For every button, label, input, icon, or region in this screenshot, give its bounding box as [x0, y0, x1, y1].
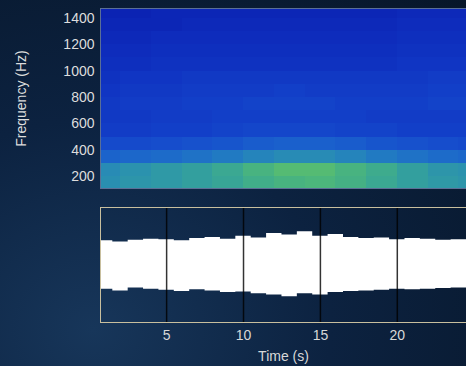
svg-text:10: 10 — [236, 327, 252, 343]
svg-text:400: 400 — [71, 142, 95, 158]
svg-text:20: 20 — [390, 327, 406, 343]
svg-text:600: 600 — [71, 115, 95, 131]
svg-text:200: 200 — [71, 168, 95, 184]
svg-text:1400: 1400 — [63, 10, 94, 26]
svg-text:1000: 1000 — [63, 63, 94, 79]
svg-text:800: 800 — [71, 89, 95, 105]
svg-text:5: 5 — [163, 327, 171, 343]
svg-text:1200: 1200 — [63, 36, 94, 52]
svg-text:Frequency (Hz): Frequency (Hz) — [13, 50, 29, 146]
svg-text:15: 15 — [313, 327, 329, 343]
svg-text:Time (s): Time (s) — [258, 348, 309, 364]
